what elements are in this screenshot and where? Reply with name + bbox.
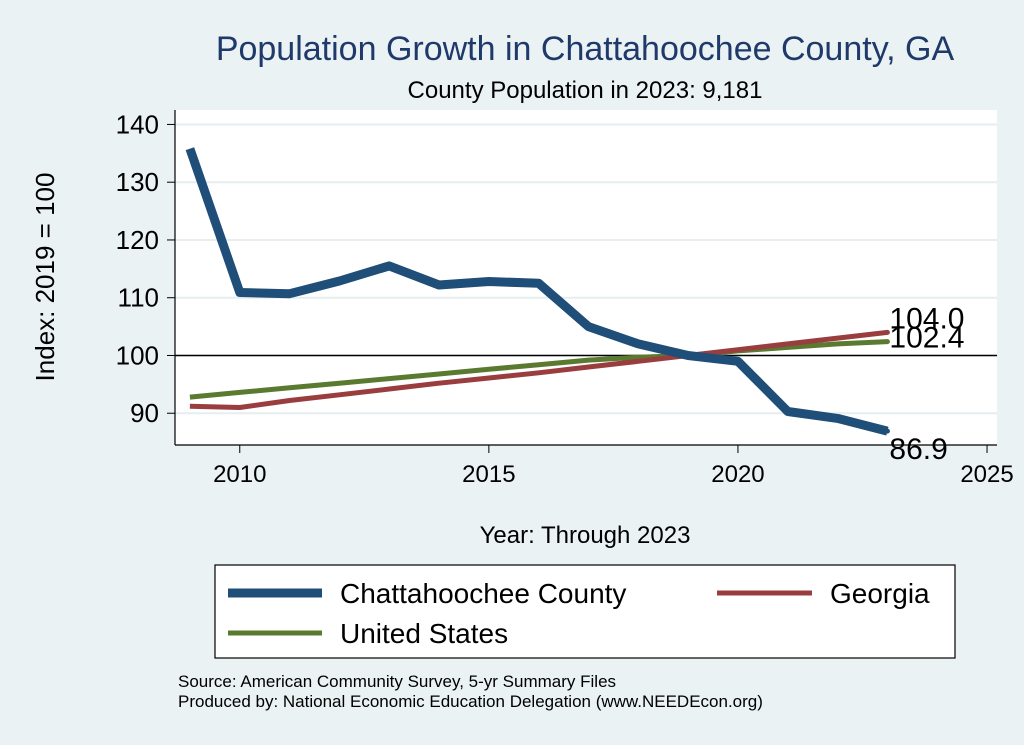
source-line: Source: American Community Survey, 5-yr … [178,672,617,691]
chart-subtitle: County Population in 2023: 9,181 [408,77,763,104]
series-lines [185,147,890,436]
x-tick-label: 2015 [462,461,515,488]
chart-title: Population Growth in Chattahoochee Count… [216,30,955,68]
legend-label-2: United States [340,618,508,649]
legend-label-1: Georgia [830,578,930,609]
source-note: Source: American Community Survey, 5-yr … [178,672,763,712]
legend: Chattahoochee County Georgia United States [228,578,930,649]
y-tick-label: 120 [116,225,159,255]
series-line-2 [189,339,888,400]
axes: 90 100 110 120 130 140 2010 2015 2020 2025 [116,109,1014,488]
series-line-1 [189,329,888,410]
series-end-point-1 [884,329,890,335]
legend-label-0: Chattahoochee County [340,578,626,609]
series-end-point-0 [884,428,890,434]
plot-area [175,110,997,445]
y-tick-label: 130 [116,167,159,197]
x-axis-label: Year: Through 2023 [480,522,691,549]
x-tick-label: 2020 [711,461,764,488]
x-tick-label: 2010 [213,461,266,488]
series-line-0 [185,147,889,436]
y-axis-label: Index: 2019 = 100 [30,173,60,382]
x-tick-label: 2025 [960,461,1013,488]
end-label-0: 86.9 [889,433,947,466]
y-tick-label: 140 [116,109,159,139]
produced-by-line: Produced by: National Economic Education… [178,692,763,711]
y-tick-label: 110 [118,283,159,313]
y-tick-label: 90 [130,398,159,428]
series-end-point-2 [884,339,890,345]
end-label-1: 104.0 [889,302,964,335]
legend-box [214,564,956,659]
end-label-2: 102.4 [889,322,964,355]
y-tick-label: 100 [116,340,159,370]
